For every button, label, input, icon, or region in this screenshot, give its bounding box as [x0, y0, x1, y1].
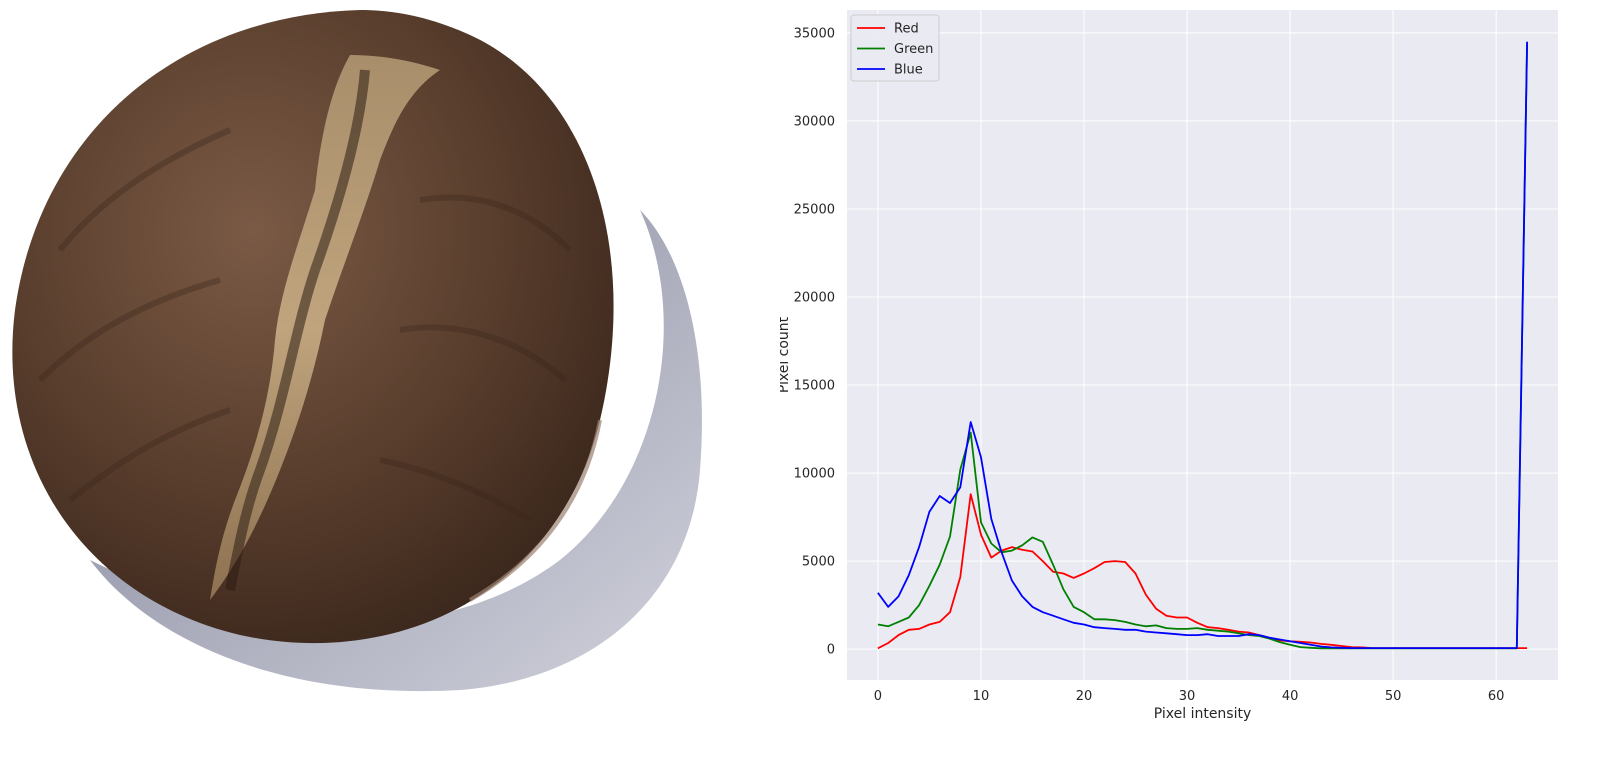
bean-rim — [469, 419, 602, 602]
x-tick-label: 60 — [1488, 689, 1505, 704]
x-tick-label: 0 — [874, 689, 882, 704]
x-tick-label: 40 — [1282, 689, 1299, 704]
y-tick-label: 15000 — [794, 379, 835, 394]
y-tick-label: 25000 — [794, 202, 835, 217]
grid-lines — [847, 10, 1558, 680]
x-tick-label: 10 — [973, 689, 990, 704]
legend-label-blue: Blue — [894, 63, 923, 78]
legend-box — [850, 14, 940, 82]
x-tick-labels: 0 10 20 30 40 50 60 — [874, 689, 1505, 704]
y-tick-label: 35000 — [794, 26, 835, 41]
histogram-chart: 0 10 20 30 40 50 60 0 5000 10000 15000 20000 25000 3… — [776, 0, 1624, 756]
histogram-svg: 0 10 20 30 40 50 60 0 5000 10000 15000 20000 25000 3… — [776, 10, 1558, 722]
x-tick-label: 30 — [1179, 689, 1196, 704]
y-tick-label: 20000 — [794, 291, 835, 306]
y-tick-labels: 0 5000 10000 15000 20000 25000 30000 35000 — [794, 26, 835, 657]
legend-label-red: Red — [894, 22, 919, 37]
crease-dark-groove — [225, 69, 370, 591]
bean-texture-right — [379, 194, 573, 523]
y-tick-label: 5000 — [802, 555, 835, 570]
coffee-bean-image — [12, 10, 702, 692]
series-lines — [877, 41, 1528, 650]
x-axis-label: Pixel intensity — [1154, 706, 1252, 722]
x-tick-label: 50 — [1385, 689, 1402, 704]
y-tick-label: 30000 — [794, 114, 835, 129]
y-axis-label: Pixel count — [780, 316, 792, 393]
y-tick-label: 10000 — [794, 467, 835, 482]
legend: Red Green Blue — [850, 14, 940, 82]
x-tick-label: 20 — [1076, 689, 1093, 704]
bean-shadow — [90, 210, 702, 692]
legend-label-green: Green — [894, 42, 933, 57]
coffee-bean-photo — [0, 0, 720, 720]
plot-background — [847, 10, 1558, 680]
series-line-blue — [877, 41, 1528, 649]
y-tick-label: 0 — [827, 643, 835, 658]
bean-crease — [210, 55, 440, 600]
bean-texture-left — [37, 127, 232, 503]
